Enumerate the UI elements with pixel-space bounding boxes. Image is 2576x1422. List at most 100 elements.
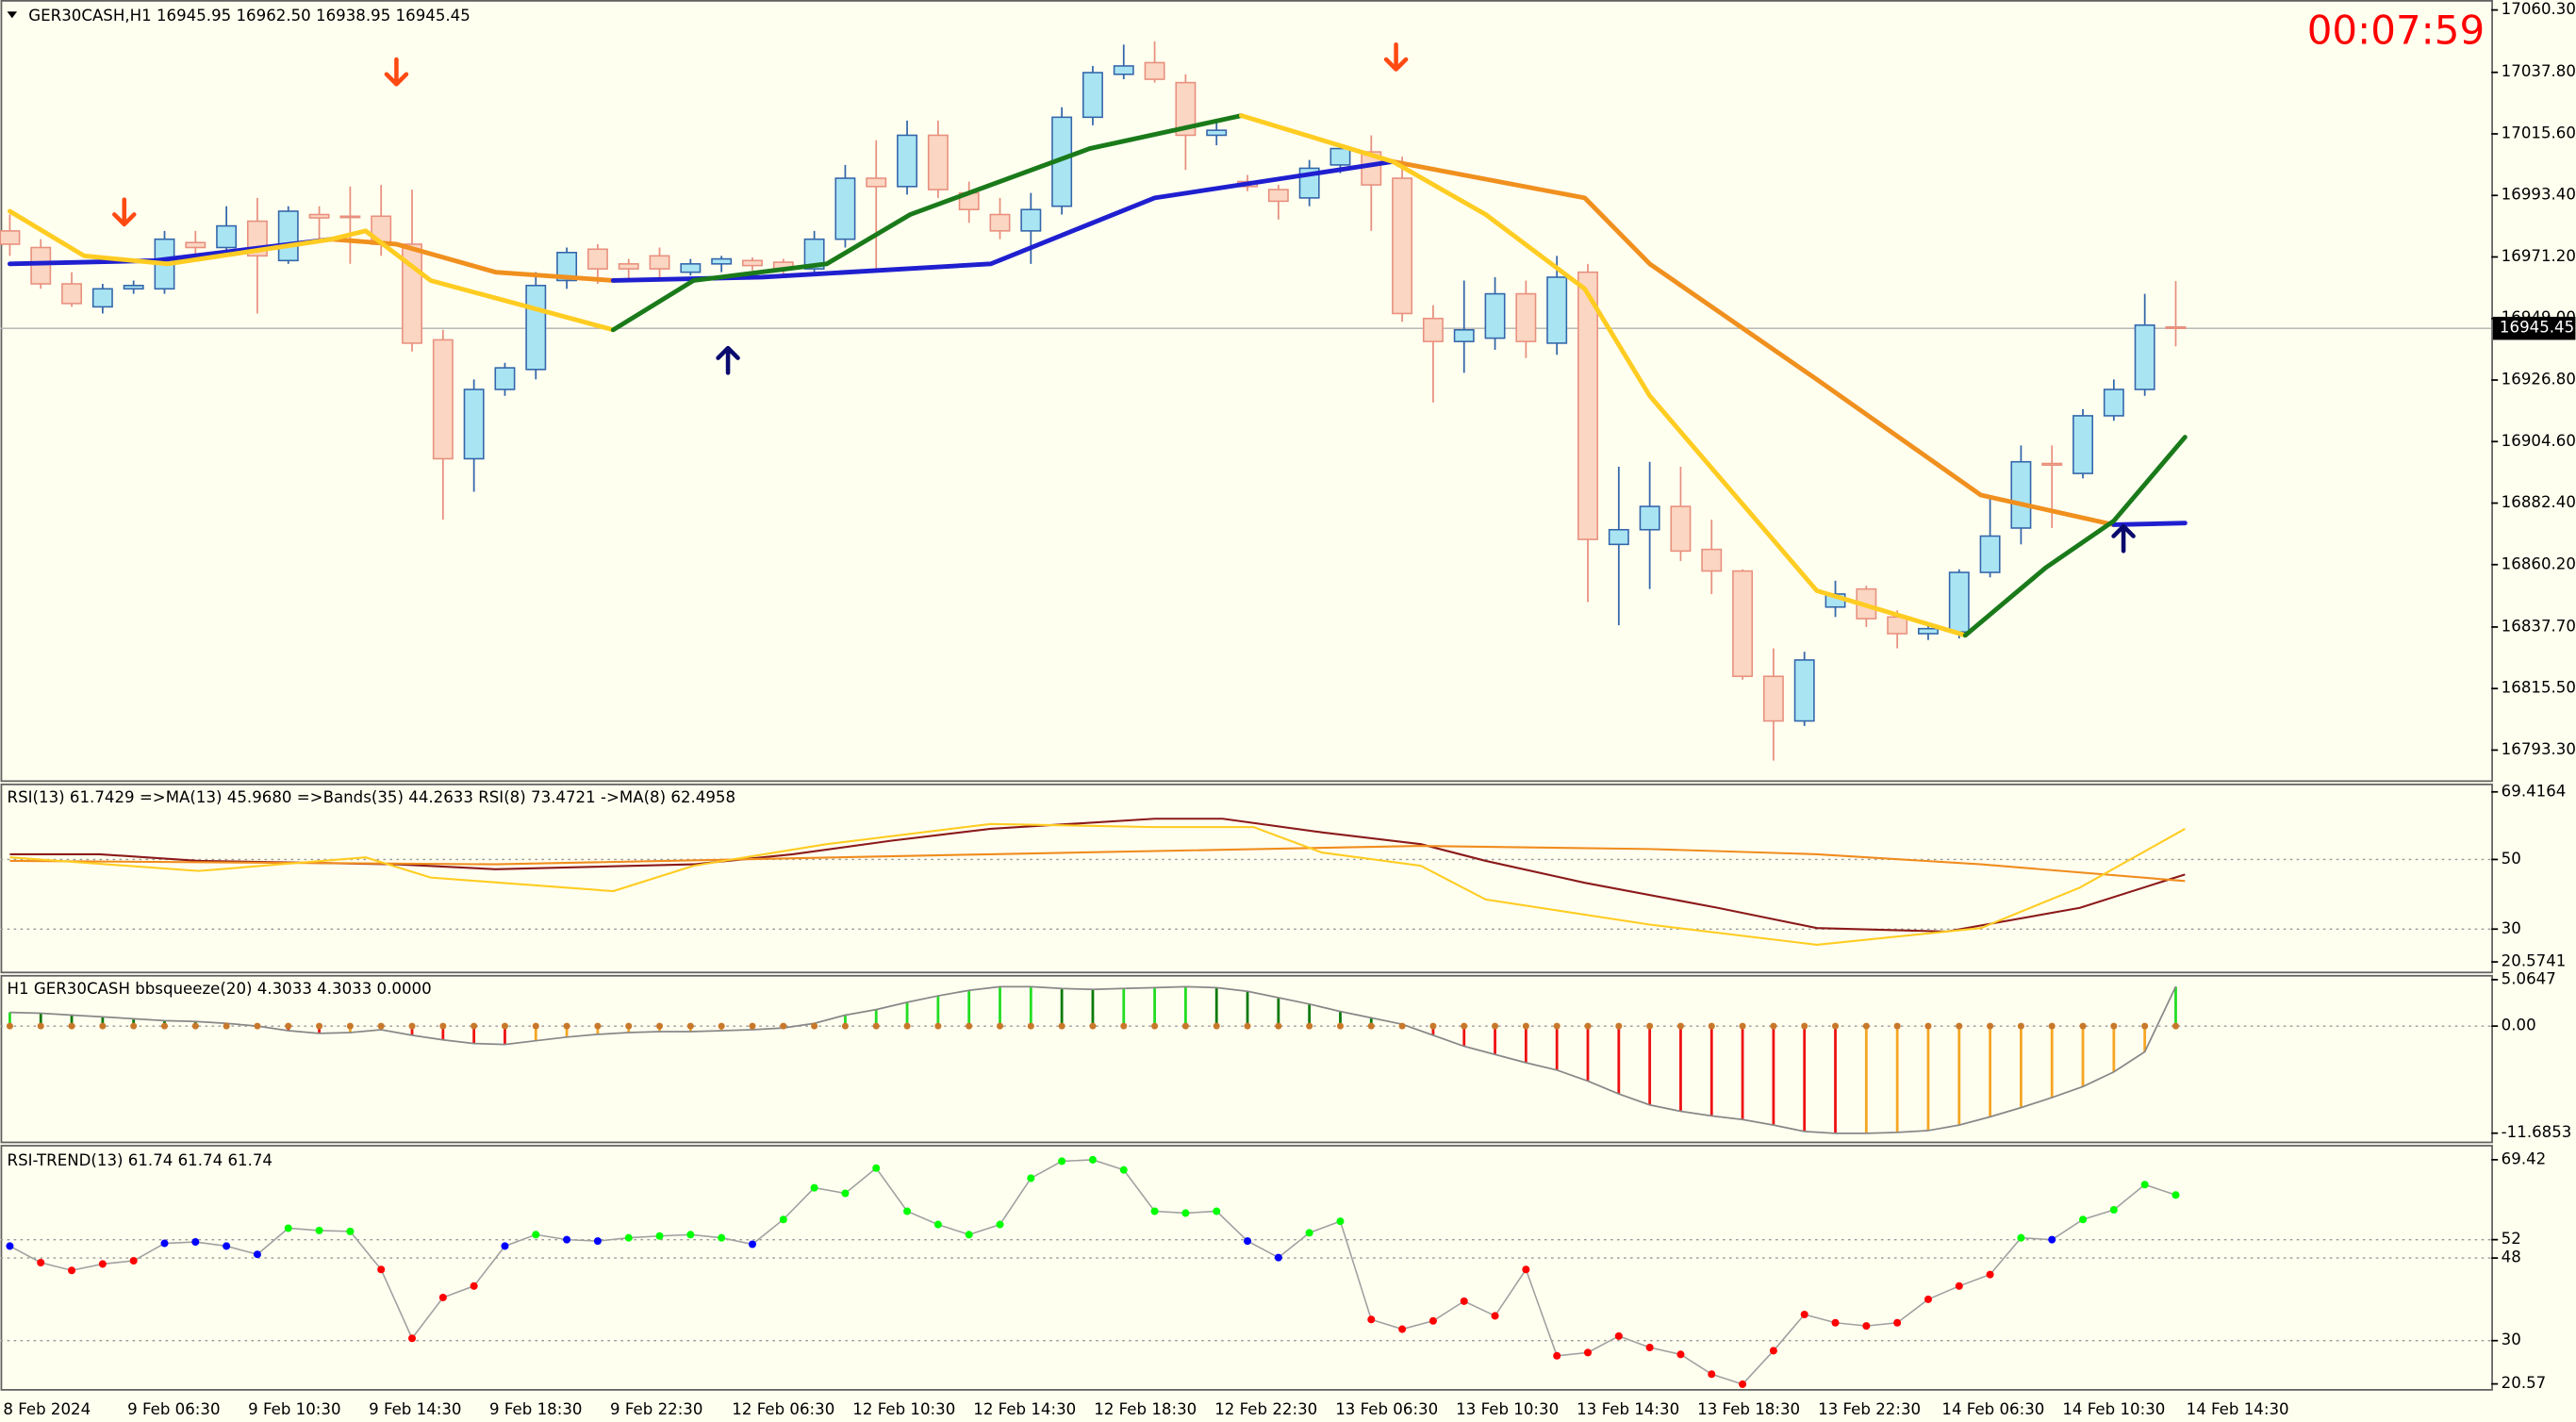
- squeeze-dot: [749, 1022, 756, 1030]
- rsi-trend-dot: [160, 1239, 169, 1248]
- candle-body: [897, 134, 918, 188]
- rsi-trend-dot: [1924, 1295, 1932, 1303]
- squeeze-dot: [2110, 1022, 2118, 1030]
- rsi-trend-dot: [501, 1242, 509, 1250]
- squeeze-dot: [903, 1022, 911, 1030]
- rsi-trend-dot: [377, 1265, 386, 1274]
- squeeze-dot: [1181, 1022, 1189, 1030]
- squeeze-dot: [316, 1022, 323, 1030]
- squeeze-dot: [1120, 1022, 1128, 1030]
- rsi-trend-dot: [1739, 1380, 1747, 1388]
- candle-body: [30, 246, 52, 285]
- x-tick-label: 9 Feb 14:30: [369, 1400, 461, 1418]
- squeeze-dot: [1615, 1022, 1623, 1030]
- rsi-trend-dot: [2109, 1205, 2118, 1215]
- y-tick-label: 16860.20: [2502, 554, 2576, 572]
- moving-average-line: [610, 113, 1244, 333]
- candle-body: [1144, 61, 1165, 80]
- candle-body: [1979, 535, 2001, 573]
- rsi-trend-dot: [2048, 1235, 2056, 1244]
- rsi-trend-dot: [284, 1224, 292, 1232]
- squeeze-dot: [1862, 1022, 1870, 1030]
- squeeze-dot: [1553, 1022, 1560, 1030]
- candle-body: [2010, 460, 2032, 529]
- squeeze-dot: [563, 1022, 570, 1030]
- candle-body: [618, 263, 639, 270]
- squeeze-dot: [1522, 1022, 1529, 1030]
- y-tick-label: 16815.50: [2502, 679, 2576, 697]
- x-tick-label: 9 Feb 06:30: [127, 1400, 220, 1418]
- squeeze-dot: [37, 1022, 44, 1030]
- squeeze-dot: [1089, 1022, 1097, 1030]
- rsi-trend-dot: [1986, 1270, 1994, 1279]
- y-tick-label: 48: [2502, 1248, 2521, 1266]
- candle-body: [1515, 292, 1537, 342]
- sell-arrow: [384, 57, 409, 87]
- squeeze-dot: [2048, 1022, 2056, 1030]
- squeeze-dot: [1987, 1022, 1994, 1030]
- candle-body: [1762, 675, 1784, 722]
- rsi-trend-dot: [315, 1226, 323, 1234]
- squeeze-dot: [346, 1022, 354, 1030]
- candle-body: [803, 238, 825, 270]
- rsi-trend-dot: [748, 1240, 757, 1248]
- rsi-trend-dot: [779, 1215, 787, 1224]
- bbsqueeze-panel-frame: [0, 974, 2493, 1144]
- squeeze-dot: [2079, 1022, 2087, 1030]
- squeeze-dot: [1708, 1022, 1715, 1030]
- rsi-trend-dot: [253, 1250, 261, 1259]
- candle-body: [1948, 571, 1970, 633]
- candle-body: [586, 248, 608, 270]
- current-price-label: 16945.45: [2500, 319, 2574, 337]
- candle-body: [185, 241, 206, 249]
- rsi-trend-dot: [2079, 1215, 2088, 1224]
- squeeze-dot: [1832, 1022, 1840, 1030]
- sell-arrow: [1383, 41, 1409, 72]
- rsi-trend-dot: [1491, 1312, 1499, 1320]
- y-tick-label: -11.6853: [2502, 1123, 2572, 1141]
- rsi-trend-dot: [563, 1235, 571, 1244]
- y-tick-label: 50: [2502, 850, 2521, 868]
- squeeze-dot: [377, 1022, 385, 1030]
- candle-body: [1267, 189, 1289, 203]
- candle-body: [277, 210, 299, 262]
- y-tick-label: 16882.40: [2502, 493, 2576, 511]
- squeeze-dot: [471, 1022, 478, 1030]
- candle-body: [1918, 627, 1939, 635]
- moving-average-line: [1390, 158, 2117, 527]
- candle-body: [649, 255, 670, 270]
- squeeze-dot: [625, 1022, 633, 1030]
- rsi-trend-dot: [655, 1232, 664, 1240]
- rsi-trend-dot: [1213, 1207, 1221, 1215]
- squeeze-dot: [1058, 1022, 1065, 1030]
- squeeze-dot: [811, 1022, 818, 1030]
- sell-arrow: [112, 197, 137, 227]
- countdown-clock: 00:07:59: [2307, 7, 2485, 53]
- rsi-trend-dot: [346, 1227, 355, 1235]
- squeeze-dot: [1306, 1022, 1313, 1030]
- candle-body: [927, 134, 949, 190]
- y-tick-label: 17015.60: [2502, 124, 2576, 141]
- signal-arrows: [112, 41, 2136, 554]
- indicator-line: [9, 845, 2186, 883]
- moving-average-line: [1962, 435, 2188, 638]
- squeeze-dot: [2171, 1022, 2179, 1030]
- rsi-trend-dot: [1181, 1209, 1190, 1217]
- candle-body: [1546, 276, 1568, 344]
- rsi-trend-dot: [2017, 1233, 2025, 1242]
- squeeze-dot: [68, 1022, 75, 1030]
- moving-average-line: [2111, 521, 2188, 527]
- candle-body: [2134, 324, 2155, 390]
- x-tick-label: 13 Feb 14:30: [1577, 1400, 1679, 1418]
- x-tick-label: 8 Feb 2024: [3, 1400, 91, 1418]
- rsi-trend-dot: [223, 1242, 231, 1250]
- rsi-trend-dot: [129, 1257, 138, 1265]
- y-tick-label: 30: [2502, 1331, 2521, 1348]
- rsi-trend-dot: [593, 1237, 602, 1246]
- rsi-trend-dot: [1862, 1322, 1871, 1331]
- squeeze-dot: [872, 1022, 880, 1030]
- squeeze-dot: [1893, 1022, 1901, 1030]
- squeeze-dot: [1398, 1022, 1406, 1030]
- squeeze-dot: [6, 1022, 13, 1030]
